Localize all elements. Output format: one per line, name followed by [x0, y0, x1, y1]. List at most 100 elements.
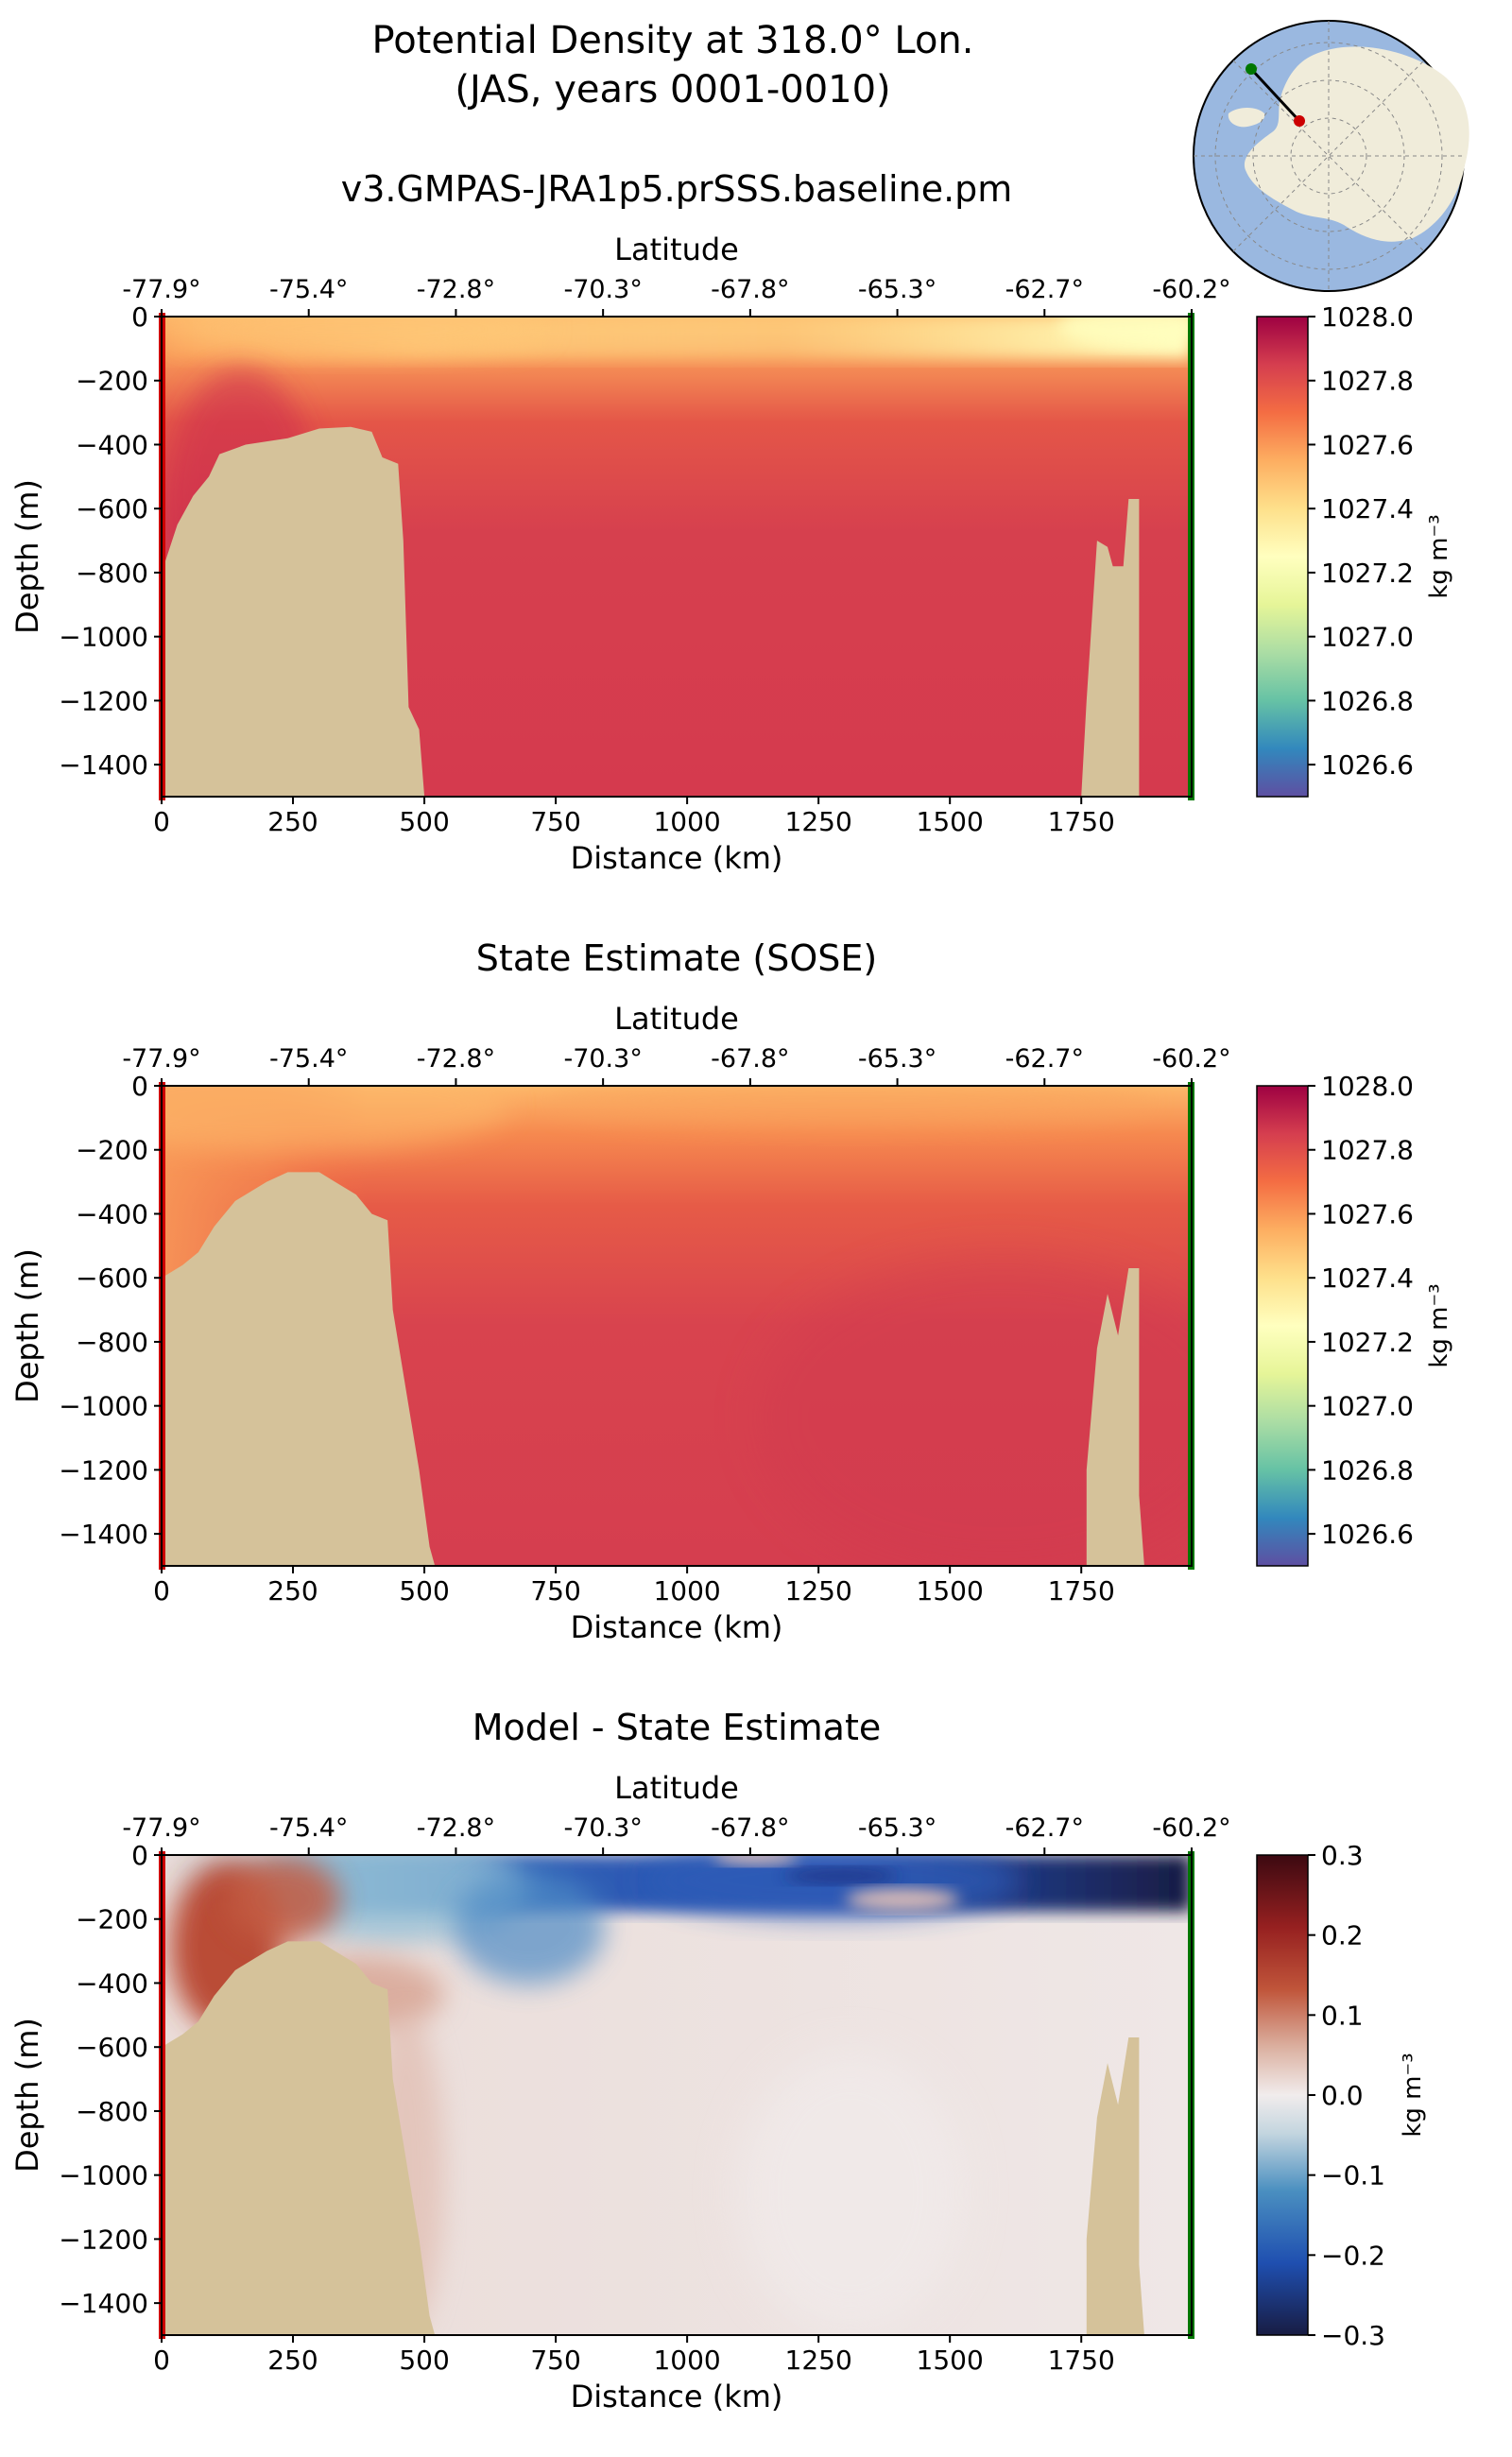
lat-tick-label: -72.8°: [417, 1813, 495, 1843]
lat-tick-label: -75.4°: [269, 1813, 348, 1843]
y-tick-label: 0: [131, 1071, 148, 1102]
y-tick-label: −800: [76, 1327, 148, 1358]
x-tick-label: 1250: [785, 2345, 852, 2376]
x-tick-label: 250: [267, 2345, 318, 2376]
x-tick-label: 1000: [653, 2345, 720, 2376]
lat-tick-label: -77.9°: [122, 1044, 200, 1074]
lat-tick-label: -60.2°: [1152, 1813, 1230, 1843]
x-tick-label: 1250: [785, 1575, 852, 1606]
x-tick-label: 250: [267, 1575, 318, 1606]
axes-frame: [161, 1085, 1193, 1567]
x-tick-label: 1750: [1048, 1575, 1115, 1606]
colorbar-tick-label: 0.0: [1321, 2080, 1364, 2111]
colorbar-tick-label: 1028.0: [1321, 301, 1414, 333]
colorbar-tick-label: −0.3: [1321, 2320, 1385, 2351]
y-tick-label: −600: [76, 2032, 148, 2063]
panel2-density-field: [162, 1086, 1192, 1566]
y-tick-label: −600: [76, 493, 148, 524]
colorbar-tick-label: 1027.6: [1321, 429, 1414, 460]
y-tick-label: −1400: [59, 1519, 148, 1550]
colorbar-tick-label: −0.2: [1321, 2240, 1385, 2271]
lat-tick-label: -70.3°: [563, 275, 642, 304]
x-axis-label: Distance (km): [571, 840, 783, 876]
lat-tick-label: -75.4°: [269, 1044, 348, 1074]
x-tick-label: 1750: [1048, 2345, 1115, 2376]
colorbar-tick-label: 1027.8: [1321, 366, 1414, 397]
colorbar-tick-label: −0.1: [1321, 2160, 1385, 2191]
lat-tick-label: -77.9°: [122, 1813, 200, 1843]
x-tick-label: 0: [153, 2345, 170, 2376]
axes-frame: [161, 316, 1193, 798]
y-tick-label: −1000: [59, 1391, 148, 1422]
panel-1: v3.GMPAS-JRA1p5.prSSS.baseline.pm Latitud…: [9, 168, 1453, 876]
y-axis-label: Depth (m): [9, 479, 45, 634]
y-tick-label: −1000: [59, 622, 148, 653]
latitude-axis-label: Latitude: [614, 232, 739, 267]
colorbar-tick-label: 1026.6: [1321, 1519, 1414, 1550]
ridge-bathymetry: [1081, 499, 1140, 797]
lat-tick-label: -65.3°: [858, 1044, 936, 1074]
colorbar: [1256, 1085, 1309, 1567]
colorbar-label: kg m⁻³: [1399, 2053, 1427, 2137]
latitude-axis-label: Latitude: [614, 1001, 739, 1037]
colorbar-label: kg m⁻³: [1425, 514, 1453, 598]
lat-tick-label: -60.2°: [1152, 275, 1230, 304]
y-tick-label: −200: [76, 1904, 148, 1935]
lat-tick-label: -72.8°: [417, 275, 495, 304]
x-axis-label: Distance (km): [571, 2379, 783, 2414]
figure-title-line2: (JAS, years 0001-0010): [455, 68, 890, 112]
panel-title: Model - State Estimate: [472, 1707, 881, 1748]
axes-frame: [161, 1854, 1193, 2336]
colorbar-tick-label: 1027.8: [1321, 1135, 1414, 1166]
x-tick-label: 750: [530, 1575, 580, 1606]
colorbar-tick-label: 1027.6: [1321, 1198, 1414, 1229]
y-tick-label: −600: [76, 1263, 148, 1294]
colorbar-tick-label: 1027.2: [1321, 558, 1414, 589]
x-tick-label: 750: [530, 2345, 580, 2376]
x-tick-label: 1750: [1048, 806, 1115, 837]
ridge-bathymetry: [1086, 1268, 1144, 1566]
colorbar-tick-label: 0.2: [1321, 1920, 1364, 1951]
lat-tick-label: -77.9°: [122, 275, 200, 304]
lat-tick-label: -65.3°: [858, 275, 936, 304]
panel-title: State Estimate (SOSE): [476, 937, 877, 979]
colorbar-tick-label: 1026.8: [1321, 1454, 1414, 1486]
x-tick-label: 1250: [785, 806, 852, 837]
y-tick-label: −1200: [59, 2224, 148, 2255]
lat-tick-label: -62.7°: [1005, 1044, 1084, 1074]
y-tick-label: 0: [131, 1840, 148, 1871]
y-tick-label: −400: [76, 429, 148, 460]
lat-tick-label: -62.7°: [1005, 1813, 1084, 1843]
colorbar-tick-label: 1027.2: [1321, 1327, 1414, 1358]
x-tick-label: 1000: [653, 1575, 720, 1606]
colorbar-label: kg m⁻³: [1425, 1283, 1453, 1367]
lat-tick-label: -75.4°: [269, 275, 348, 304]
colorbar: [1256, 1854, 1309, 2336]
y-tick-label: −800: [76, 558, 148, 589]
y-tick-label: −1200: [59, 1454, 148, 1486]
inset-polar-map: [1193, 20, 1469, 292]
lat-tick-label: -72.8°: [417, 1044, 495, 1074]
shelf-bathymetry: [162, 1941, 436, 2335]
colorbar: [1256, 316, 1309, 798]
x-tick-label: 500: [399, 806, 449, 837]
x-tick-label: 750: [530, 806, 580, 837]
figure-title-line1: Potential Density at 318.0° Lon.: [372, 19, 974, 62]
y-tick-label: −1000: [59, 2160, 148, 2191]
x-tick-label: 1500: [917, 806, 984, 837]
x-tick-label: 500: [399, 2345, 449, 2376]
lat-tick-label: -62.7°: [1005, 275, 1084, 304]
colorbar-tick-label: 1027.0: [1321, 1391, 1414, 1422]
colorbar-tick-label: 1028.0: [1321, 1071, 1414, 1102]
x-tick-label: 250: [267, 806, 318, 837]
shelf-bathymetry: [162, 1172, 436, 1566]
section-line: [1249, 67, 1301, 123]
y-tick-label: −400: [76, 1967, 148, 1999]
colorbar-tick-label: 1026.8: [1321, 685, 1414, 716]
x-axis-label: Distance (km): [571, 1609, 783, 1645]
x-tick-label: 0: [153, 1575, 170, 1606]
lat-tick-label: -60.2°: [1152, 1044, 1230, 1074]
lat-tick-label: -67.8°: [711, 275, 789, 304]
colorbar-tick-label: 1027.4: [1321, 1263, 1414, 1294]
y-tick-label: −800: [76, 2096, 148, 2127]
